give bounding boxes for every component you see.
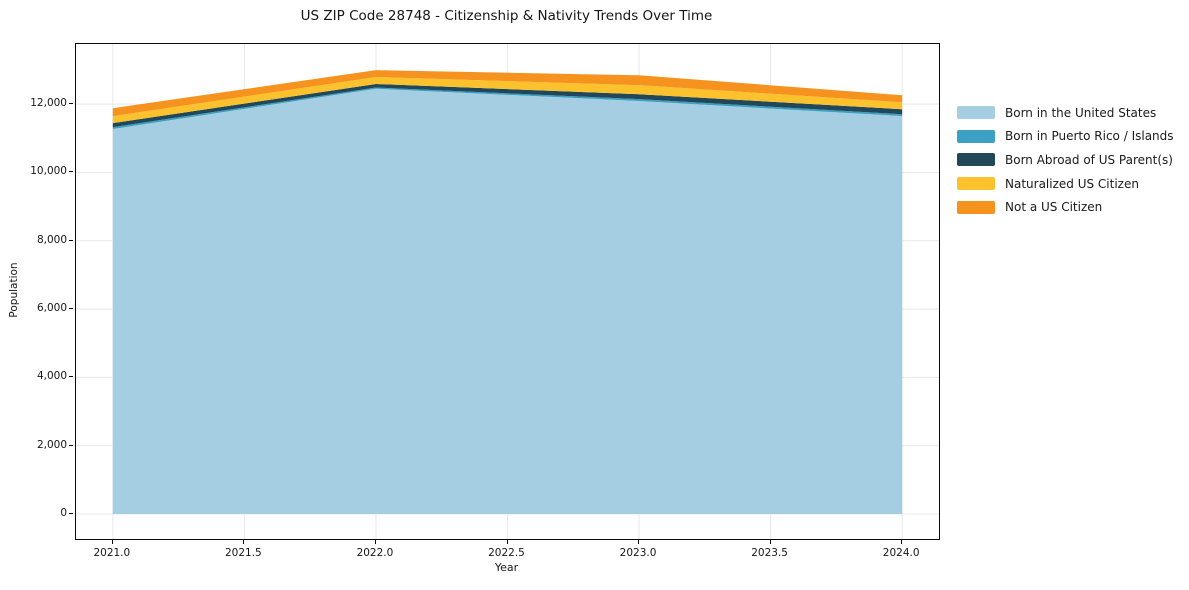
legend-item-label: Naturalized US Citizen [1005, 176, 1139, 191]
x-tick-mark [374, 540, 376, 544]
y-tick-mark [69, 239, 73, 241]
x-tick-mark [638, 540, 640, 544]
y-tick-mark [69, 103, 73, 105]
legend-item: Born Abroad of US Parent(s) [957, 148, 1187, 172]
y-tick-label: 10,000 [30, 165, 67, 178]
legend-item: Naturalized US Citizen [957, 172, 1187, 196]
x-tick-label: 2023.0 [619, 547, 657, 559]
x-tick-label: 2021.0 [93, 547, 131, 559]
legend: Born in the United States Born in Puerto … [957, 101, 1187, 219]
legend-swatch [957, 200, 995, 214]
y-tick-mark [69, 308, 73, 310]
x-tick-label: 2022.0 [356, 547, 394, 559]
legend-swatch [957, 177, 995, 191]
x-tick-mark [111, 540, 113, 544]
legend-item: Born in the United States [957, 101, 1187, 125]
y-tick-mark [69, 444, 73, 446]
y-tick-mark [69, 376, 73, 378]
x-tick-mark [769, 540, 771, 544]
chart-title: US ZIP Code 28748 - Citizenship & Nativi… [300, 8, 713, 24]
y-tick-label: 8,000 [36, 233, 67, 246]
y-tick-label: 4,000 [36, 370, 67, 383]
stacked-area-chart [76, 44, 939, 539]
x-tick-mark [901, 540, 903, 544]
legend-item: Not a US Citizen [957, 195, 1187, 219]
x-tick-mark [506, 540, 508, 544]
x-tick-label: 2022.5 [488, 547, 525, 559]
x-tick-mark [243, 540, 245, 544]
x-tick-label: 2021.5 [225, 547, 262, 559]
area-series [112, 83, 903, 128]
y-tick-label: 2,000 [36, 438, 67, 451]
area-series [112, 87, 903, 130]
legend-item-label: Born in the United States [1005, 105, 1157, 120]
area-series [112, 70, 903, 117]
x-tick-label: 2024.0 [882, 547, 920, 559]
legend-swatch [957, 153, 995, 167]
y-tick-label: 6,000 [36, 302, 67, 315]
legend-item-label: Born Abroad of US Parent(s) [1005, 152, 1173, 167]
plot-area [75, 43, 940, 540]
legend-swatch [957, 106, 995, 120]
y-tick-mark [69, 171, 73, 173]
legend-item-label: Born in Puerto Rico / Islands [1005, 129, 1174, 144]
y-tick-label: 12,000 [30, 97, 67, 110]
area-series [112, 76, 903, 124]
y-tick-label: 0 [60, 507, 67, 520]
x-tick-label: 2023.5 [751, 547, 788, 559]
y-tick-mark [69, 513, 73, 515]
x-axis-label: Year [494, 561, 519, 574]
legend-item-label: Not a US Citizen [1005, 200, 1103, 215]
legend-swatch [957, 129, 995, 143]
area-series [112, 88, 903, 515]
legend-item: Born in Puerto Rico / Islands [957, 125, 1187, 149]
